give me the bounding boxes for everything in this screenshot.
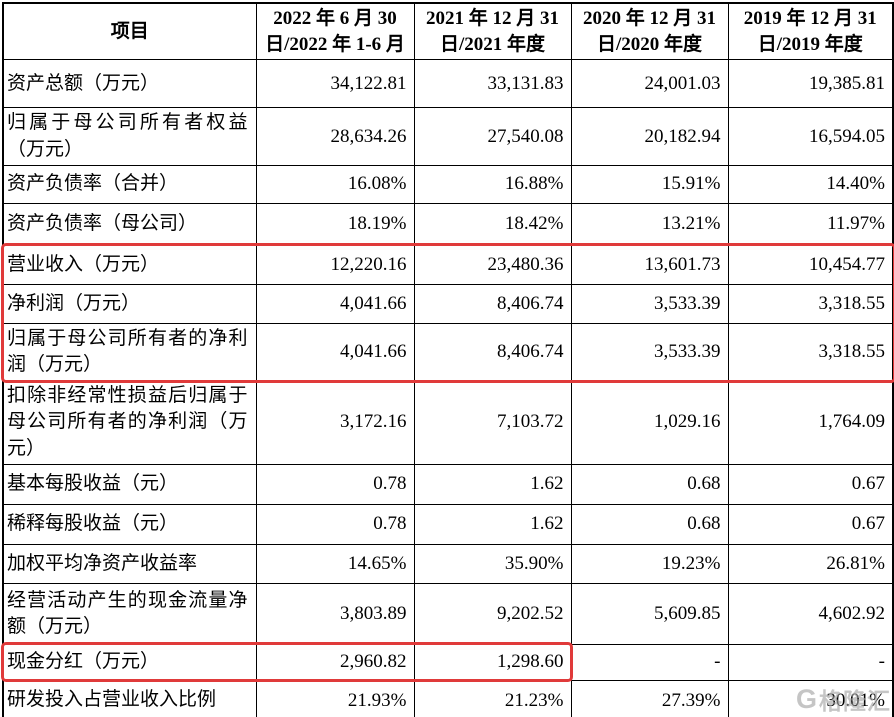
cell-value: 0.78 [255, 463, 415, 505]
cell-value: 35.90% [413, 543, 572, 584]
cell-value: 27.39% [570, 679, 729, 717]
col-header-item: 项目 [2, 2, 257, 61]
table-row: 扣除非经常性损益后归属于母公司所有者的净利润（万元） 3,172.16 7,10… [2, 380, 894, 465]
cell-value: 0.67 [727, 463, 894, 505]
row-label: 加权平均净资产收益率 [2, 543, 257, 584]
col-header-2021: 2021 年 12 月 31 日/2021 年度 [413, 2, 572, 61]
table-row: 资产负债率（合并） 16.08% 16.88% 15.91% 14.40% [2, 164, 894, 204]
table-row: 营业收入（万元） 12,220.16 23,480.36 13,601.73 1… [2, 244, 894, 285]
cell-value: 0.67 [727, 503, 894, 545]
cell-value: 13.21% [570, 202, 729, 246]
cell-value: 4,041.66 [255, 322, 415, 382]
cell-value: 3,318.55 [727, 283, 894, 324]
cell-value: - [570, 643, 729, 681]
cell-value: 18.42% [413, 202, 572, 246]
cell-value: 1.62 [413, 463, 572, 505]
cell-value: 27,540.08 [413, 107, 572, 166]
row-label: 经营活动产生的现金流量净额（万元） [2, 582, 257, 645]
cell-value: 3,803.89 [255, 582, 415, 645]
cell-value: 3,533.39 [570, 283, 729, 324]
cell-value: 23,480.36 [413, 244, 572, 285]
cell-value: 1,298.60 [413, 643, 572, 681]
cell-value: 18.19% [255, 202, 415, 246]
cell-value: 13,601.73 [570, 244, 729, 285]
cell-value: 19,385.81 [727, 59, 894, 109]
cell-value: 16.88% [413, 164, 572, 204]
cell-value: 33,131.83 [413, 59, 572, 109]
cell-value: 1.62 [413, 503, 572, 545]
cell-value: 11.97% [727, 202, 894, 246]
table-header-row: 项目 2022 年 6 月 30 日/2022 年 1-6 月 2021 年 1… [2, 2, 894, 61]
cell-value: 2,960.82 [255, 643, 415, 681]
table-row: 研发投入占营业收入比例 21.93% 21.23% 27.39% 30.01% [2, 679, 894, 717]
cell-value: - [727, 643, 894, 681]
gelonghui-watermark: G 格隆汇 [796, 682, 891, 716]
cell-value: 20,182.94 [570, 107, 729, 166]
cell-value: 16,594.05 [727, 107, 894, 166]
table-row: 资产总额（万元） 34,122.81 33,131.83 24,001.03 1… [2, 59, 894, 109]
cell-value: 19.23% [570, 543, 729, 584]
cell-value: 14.65% [255, 543, 415, 584]
col-header-2020: 2020 年 12 月 31 日/2020 年度 [570, 2, 729, 61]
cell-value: 3,318.55 [727, 322, 894, 382]
cell-value: 16.08% [255, 164, 415, 204]
row-label: 研发投入占营业收入比例 [2, 679, 257, 717]
row-label: 营业收入（万元） [2, 244, 257, 285]
cell-value: 28,634.26 [255, 107, 415, 166]
cell-value: 1,764.09 [727, 380, 894, 465]
table-row: 净利润（万元） 4,041.66 8,406.74 3,533.39 3,318… [2, 283, 894, 324]
row-label: 净利润（万元） [2, 283, 257, 324]
cell-value: 4,041.66 [255, 283, 415, 324]
cell-value: 1,029.16 [570, 380, 729, 465]
row-label: 归属于母公司所有者权益（万元） [2, 107, 257, 166]
cell-value: 9,202.52 [413, 582, 572, 645]
row-label: 资产负债率（母公司） [2, 202, 257, 246]
row-label: 扣除非经常性损益后归属于母公司所有者的净利润（万元） [2, 380, 257, 465]
row-label: 现金分红（万元） [2, 643, 257, 681]
row-label: 归属于母公司所有者的净利润（万元） [2, 322, 257, 382]
cell-value: 8,406.74 [413, 283, 572, 324]
col-header-2022: 2022 年 6 月 30 日/2022 年 1-6 月 [255, 2, 415, 61]
cell-value: 30.01% [727, 679, 894, 717]
table-row: 稀释每股收益（元） 0.78 1.62 0.68 0.67 [2, 503, 894, 545]
cell-value: 12,220.16 [255, 244, 415, 285]
cell-value: 24,001.03 [570, 59, 729, 109]
col-header-2019: 2019 年 12 月 31 日/2019 年度 [727, 2, 894, 61]
cell-value: 14.40% [727, 164, 894, 204]
cell-value: 0.68 [570, 503, 729, 545]
table-row: 经营活动产生的现金流量净额（万元） 3,803.89 9,202.52 5,60… [2, 582, 894, 645]
cell-value: 7,103.72 [413, 380, 572, 465]
cell-value: 34,122.81 [255, 59, 415, 109]
table-row: 归属于母公司所有者的净利润（万元） 4,041.66 8,406.74 3,53… [2, 322, 894, 382]
cell-value: 21.93% [255, 679, 415, 717]
cell-value: 15.91% [570, 164, 729, 204]
cell-value: 5,609.85 [570, 582, 729, 645]
cell-value: 21.23% [413, 679, 572, 717]
row-label: 稀释每股收益（元） [2, 503, 257, 545]
cell-value: 8,406.74 [413, 322, 572, 382]
cell-value: 3,533.39 [570, 322, 729, 382]
watermark-text: 格隆汇 [819, 688, 891, 714]
row-label: 基本每股收益（元） [2, 463, 257, 505]
cell-value: 0.68 [570, 463, 729, 505]
table-row: 基本每股收益（元） 0.78 1.62 0.68 0.67 [2, 463, 894, 505]
table-row: 加权平均净资产收益率 14.65% 35.90% 19.23% 26.81% [2, 543, 894, 584]
table-row: 归属于母公司所有者权益（万元） 28,634.26 27,540.08 20,1… [2, 107, 894, 166]
cell-value: 3,172.16 [255, 380, 415, 465]
cell-value: 4,602.92 [727, 582, 894, 645]
row-label: 资产总额（万元） [2, 59, 257, 109]
cell-value: 0.78 [255, 503, 415, 545]
gelonghui-logo-icon: G [795, 683, 817, 714]
cell-value: 10,454.77 [727, 244, 894, 285]
row-label: 资产负债率（合并） [2, 164, 257, 204]
cell-value: 26.81% [727, 543, 894, 584]
table-row: 资产负债率（母公司） 18.19% 18.42% 13.21% 11.97% [2, 202, 894, 246]
table-row: 现金分红（万元） 2,960.82 1,298.60 - - [2, 643, 894, 681]
